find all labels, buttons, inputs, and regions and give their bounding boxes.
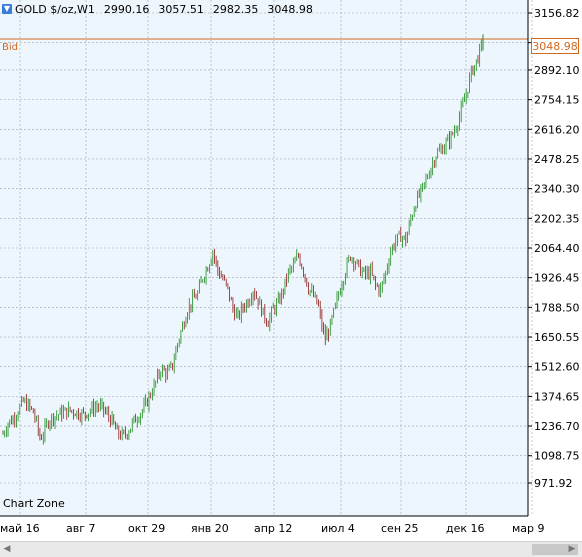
price-chart[interactable]: 3156.823018.862892.102754.152616.202478.… [0, 0, 582, 541]
grid [0, 0, 533, 516]
x-tick-label: окт 29 [128, 522, 165, 535]
scroll-thumb[interactable] [532, 544, 578, 555]
scroll-left-icon[interactable]: ◀ [3, 544, 11, 554]
current-price-tag: 3048.98 [531, 38, 579, 54]
x-tick-label: июл 4 [321, 522, 355, 535]
bid-label: Bid [2, 42, 18, 53]
x-tick-label: дек 16 [446, 522, 485, 535]
x-axis: май 16 авг 7 окт 29 янв 20 апр 12 июл 4 сен 25… [0, 522, 545, 535]
y-tick-label: 971.92 [534, 477, 573, 490]
close-value: 3048.98 [267, 2, 313, 16]
x-tick-label: сен 25 [381, 522, 419, 535]
symbol-label: GOLD $/oz,W1 [15, 2, 95, 16]
candles [2, 34, 484, 445]
y-tick-label: 1236.70 [534, 420, 580, 433]
y-tick-label: 2340.30 [534, 183, 580, 196]
symbol-header: ▼ GOLD $/oz,W1 2990.16 3057.51 2982.35 3… [2, 2, 313, 16]
horizontal-scrollbar[interactable]: ◀ ▶ [0, 541, 582, 557]
y-tick-label: 1650.55 [534, 331, 580, 344]
x-tick-label: янв 20 [191, 522, 229, 535]
x-tick-label: мар 9 [512, 522, 545, 535]
y-tick-label: 2616.20 [534, 123, 580, 136]
y-tick-label: 2202.35 [534, 212, 580, 225]
low-value: 2982.35 [212, 2, 259, 16]
y-tick-label: 1512.60 [534, 361, 580, 374]
chart-zone-label: Chart Zone [3, 497, 65, 510]
y-tick-label: 3156.82 [534, 7, 580, 20]
y-tick-label: 1926.45 [534, 272, 580, 285]
open-value: 2990.16 [103, 2, 150, 16]
high-value: 3057.51 [158, 2, 204, 16]
plot-area [0, 0, 528, 516]
x-tick-label: авг 7 [66, 522, 96, 535]
x-tick-label: апр 12 [254, 522, 292, 535]
y-axis: 3156.823018.862892.102754.152616.202478.… [528, 7, 580, 490]
y-tick-label: 2892.10 [534, 64, 580, 77]
y-tick-label: 1374.65 [534, 390, 580, 403]
x-tick-label: май 16 [0, 522, 40, 535]
y-tick-label: 1788.50 [534, 301, 580, 314]
collapse-arrow-icon[interactable]: ▼ [2, 4, 12, 14]
scroll-right-icon[interactable]: ▶ [568, 544, 576, 554]
y-tick-label: 2064.40 [534, 242, 580, 255]
y-tick-label: 2754.15 [534, 94, 580, 107]
y-tick-label: 1098.75 [534, 450, 580, 463]
y-tick-label: 2478.25 [534, 153, 580, 166]
